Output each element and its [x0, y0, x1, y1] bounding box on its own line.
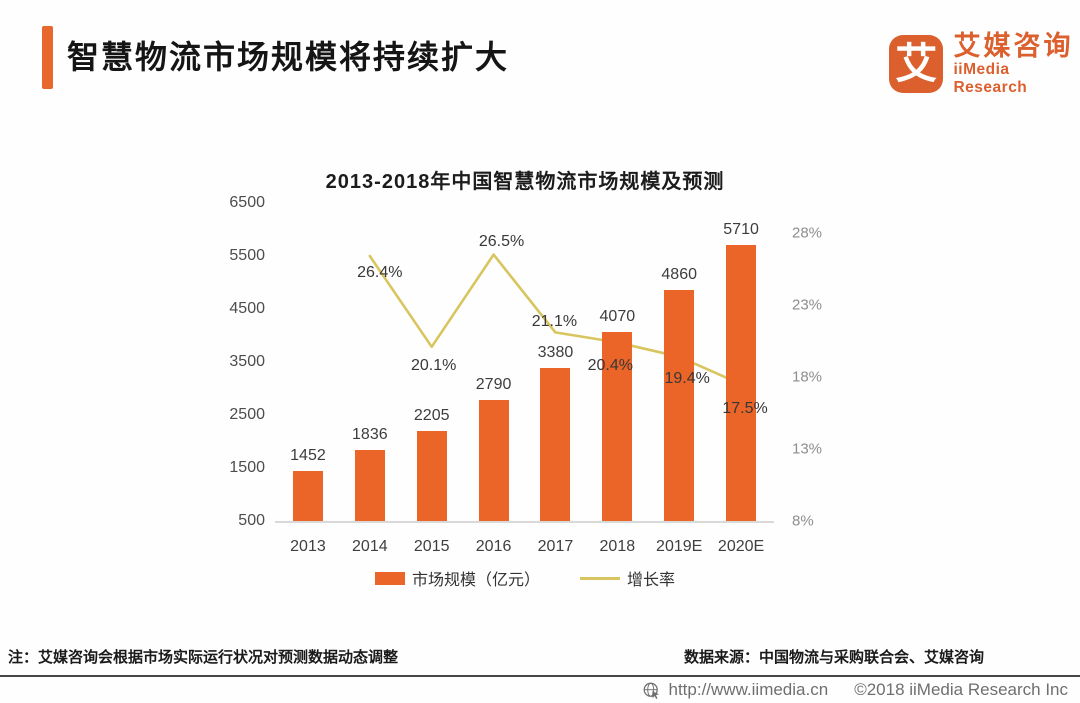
x-axis-label: 2020E — [717, 538, 765, 555]
growth-point-label: 19.4% — [664, 369, 710, 387]
percent-axis-tick-label: 18% — [792, 368, 823, 386]
value-axis-tick-label: 5500 — [229, 247, 265, 264]
brand-logo: 艾 艾媒咨询 iiMedia Research — [889, 31, 1080, 97]
bar-value-label: 5710 — [723, 220, 759, 238]
percent-axis-tick-label: 13% — [792, 440, 823, 458]
growth-point-label: 26.5% — [478, 232, 525, 250]
bar — [354, 450, 385, 521]
percent-axis-tick-label: 28% — [792, 224, 823, 242]
brand-name-cn: 艾媒咨询 — [953, 31, 1074, 61]
data-source: 数据来源：中国物流与采购联合会、艾媒咨询 — [683, 649, 984, 666]
growth-point-label: 21.1% — [531, 313, 578, 331]
x-axis-label: 2013 — [290, 538, 326, 555]
logo-glyph: 艾 — [895, 40, 938, 87]
legend-line-swatch — [580, 576, 620, 580]
bar — [292, 470, 323, 521]
brand-text: 艾媒咨询 iiMedia Research — [953, 31, 1080, 97]
bar-value-label: 3380 — [537, 344, 574, 362]
footer-url: http://www.iimedia.cn — [668, 680, 829, 699]
bar-value-label: 2205 — [413, 406, 450, 424]
bar — [416, 430, 447, 521]
chart-legend: 市场规模（亿元） 增长率 — [240, 566, 810, 590]
bar-value-label: 1836 — [352, 426, 388, 444]
value-axis-tick-label: 500 — [238, 512, 265, 529]
legend-item: 市场规模（亿元） — [374, 566, 540, 590]
legend-bar-swatch — [374, 571, 405, 585]
growth-point-label: 20.4% — [587, 357, 633, 375]
bar-value-label: 4070 — [599, 307, 636, 325]
growth-point-label: 17.5% — [722, 400, 768, 418]
globe-cursor-icon — [643, 682, 659, 699]
growth-point-label: 26.4% — [357, 264, 403, 282]
value-axis-tick-label: 6500 — [229, 194, 265, 211]
bar-value-label: 2790 — [475, 375, 512, 393]
footnote: 注：艾媒咨询会根据市场实际运行状况对预测数据动态调整 — [8, 649, 399, 666]
bar — [478, 399, 509, 521]
bar — [726, 244, 757, 521]
x-axis-label: 2014 — [352, 538, 388, 555]
x-axis-label: 2019E — [656, 538, 703, 555]
iimedia-logo-icon: 艾 — [889, 35, 944, 93]
bar-value-label: 4860 — [661, 265, 697, 283]
footer-copyright: ©2018 iiMedia Research Inc — [854, 680, 1068, 699]
x-axis-label: 2015 — [413, 538, 450, 555]
brand-name-en: iiMedia Research — [953, 61, 1028, 96]
x-axis-label: 2017 — [537, 538, 574, 555]
legend-item: 增长率 — [580, 566, 675, 590]
percent-axis-tick-label: 23% — [792, 296, 823, 314]
value-axis-tick-label: 1500 — [229, 459, 265, 476]
percent-axis-tick-label: 8% — [792, 512, 814, 530]
value-axis-tick-label: 4500 — [229, 300, 265, 317]
footer-divider — [0, 675, 1080, 677]
chart-title: 2013-2018年中国智慧物流市场规模及预测 — [325, 171, 725, 193]
bar — [540, 368, 571, 521]
footer: http://www.iimedia.cn ©2018 iiMedia Rese… — [642, 680, 1068, 700]
legend-label: 市场规模（亿元） — [411, 572, 540, 589]
growth-point-label: 20.1% — [411, 356, 457, 374]
bar — [664, 289, 695, 521]
bar-value-label: 1452 — [290, 446, 326, 464]
x-axis-line — [275, 521, 774, 523]
x-axis-label: 2016 — [475, 538, 512, 555]
value-axis-tick-label: 3500 — [229, 353, 265, 370]
x-axis-label: 2018 — [599, 538, 636, 555]
bar — [602, 331, 633, 521]
page-title: 智慧物流市场规模将持续扩大 — [67, 39, 510, 75]
legend-label: 增长率 — [627, 572, 676, 589]
value-axis-tick-label: 2500 — [229, 406, 265, 423]
title-accent-bar — [42, 26, 53, 89]
